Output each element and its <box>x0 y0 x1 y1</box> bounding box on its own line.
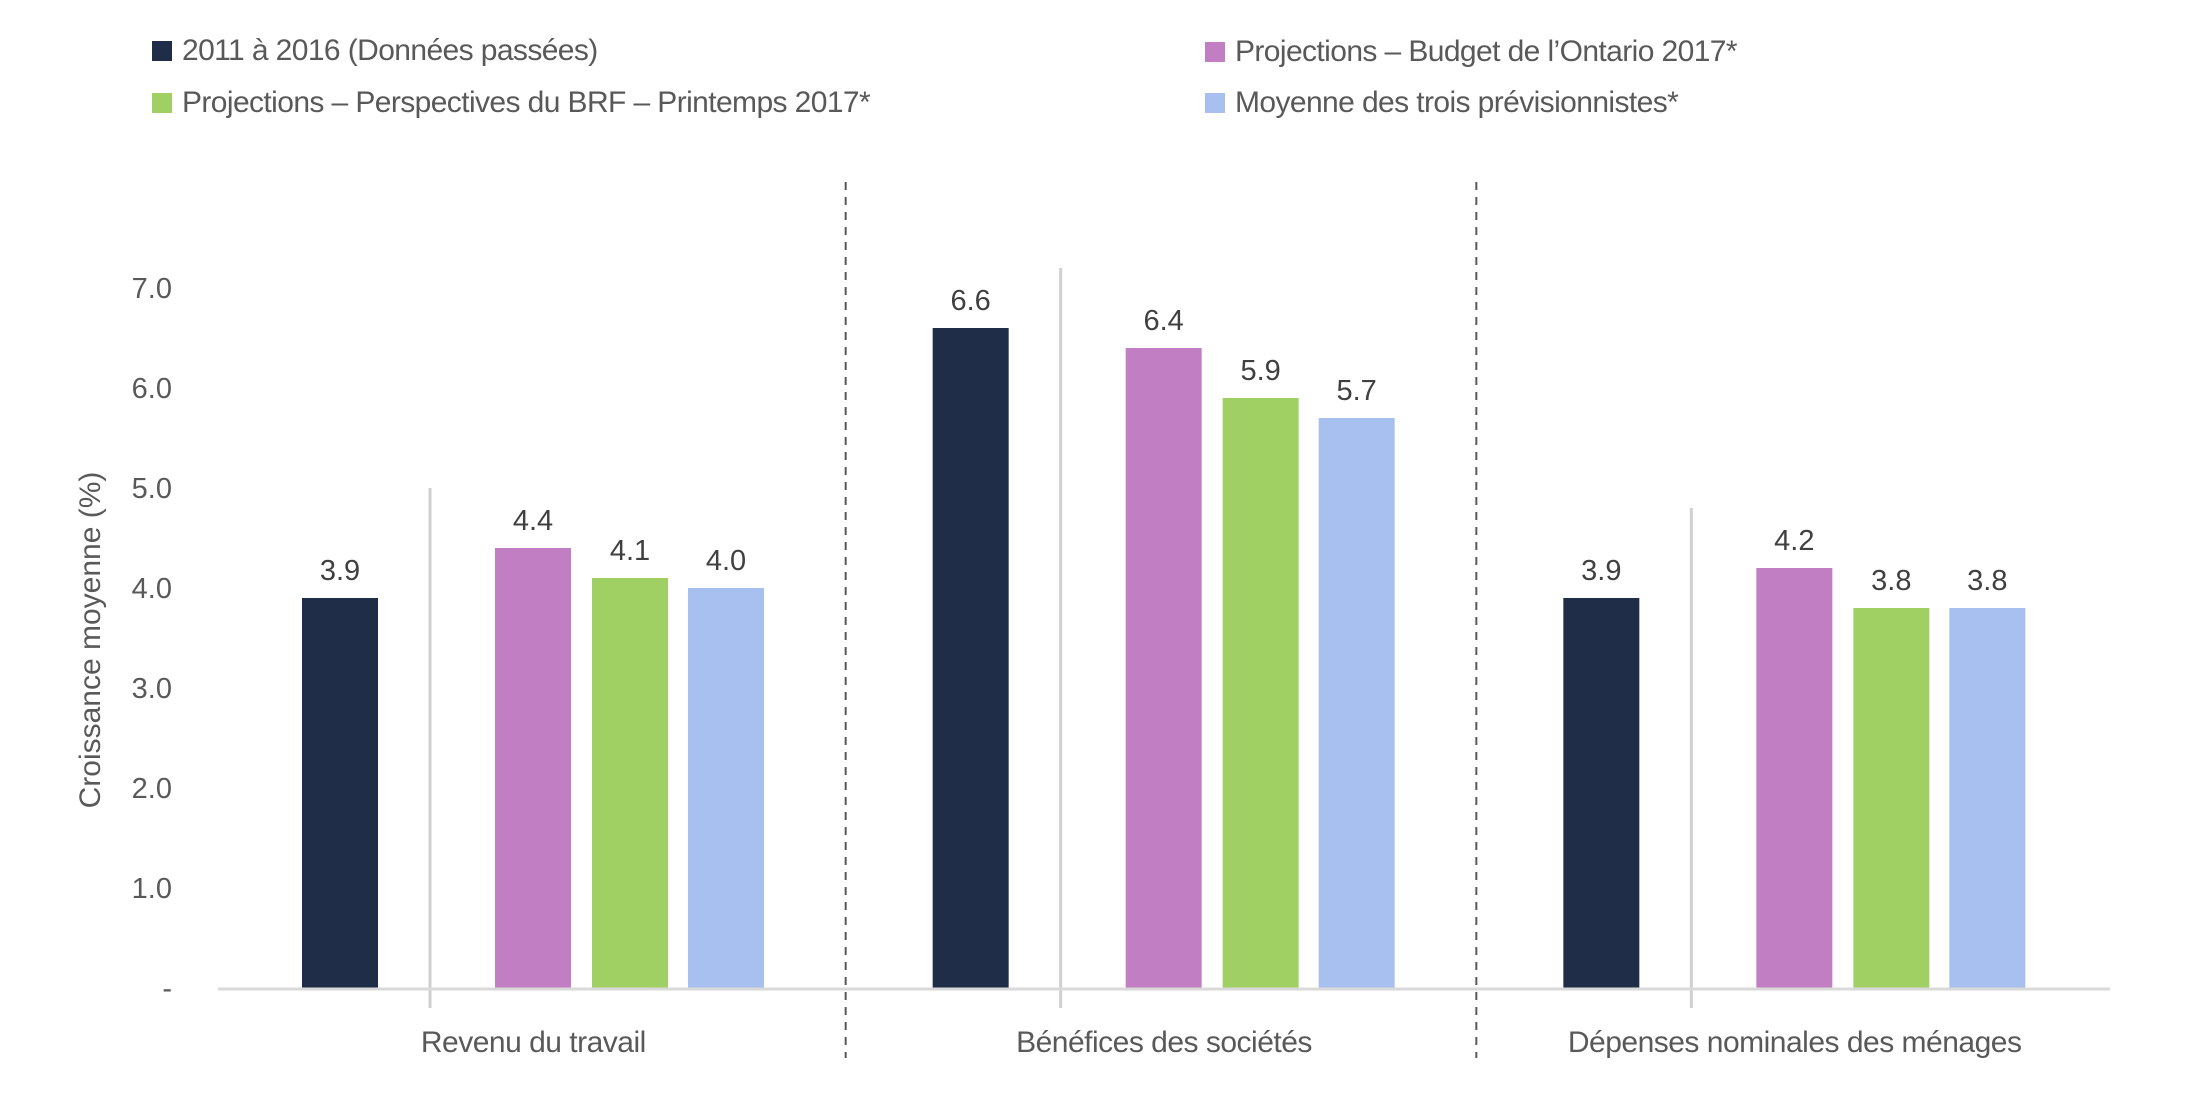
y-tick-label: 4.0 <box>132 573 172 605</box>
y-axis-ticks: - 1.0 2.0 3.0 4.0 5.0 6.0 7.0 <box>132 273 172 1005</box>
bars <box>302 328 2026 988</box>
legend-label-fao-outlook: Projections – Perspectives du BRF – Prin… <box>182 86 871 119</box>
y-axis-title: Croissance moyenne (%) <box>74 472 107 809</box>
bar <box>302 598 378 988</box>
y-tick-label: 5.0 <box>132 473 172 505</box>
y-tick-label: 3.0 <box>132 673 172 705</box>
data-label: 3.8 <box>1871 565 1911 597</box>
legend-swatch-fao-outlook <box>152 93 172 113</box>
legend-item-historical: 2011 à 2016 (Données passées) <box>152 34 598 67</box>
bar <box>1563 598 1640 988</box>
x-axis-label: Bénéfices des sociétés <box>1016 1026 1312 1059</box>
y-tick-label: - <box>162 973 172 1005</box>
legend-swatch-ontario-budget <box>1205 42 1225 62</box>
data-label: 6.4 <box>1144 305 1184 337</box>
bar <box>592 578 668 988</box>
group-separators <box>428 182 1693 1058</box>
x-axis-labels: Revenu du travail Bénéfices des sociétés D… <box>421 1026 2022 1059</box>
bar <box>1125 348 1202 988</box>
data-label: 5.7 <box>1337 375 1377 407</box>
data-label: 4.4 <box>513 505 553 537</box>
bar <box>1222 398 1299 988</box>
data-label: 3.9 <box>320 555 360 587</box>
legend-swatch-historical <box>152 41 172 61</box>
data-labels: 3.9 4.4 4.1 4.0 6.6 6.4 5.9 5.7 3.9 4.2 3.8 3.8 <box>320 285 2008 597</box>
legend-label-historical: 2011 à 2016 (Données passées) <box>182 34 598 67</box>
data-label: 4.2 <box>1774 525 1814 557</box>
bar <box>1853 608 1930 988</box>
x-axis-label: Revenu du travail <box>421 1026 646 1059</box>
legend-swatch-forecaster-average <box>1205 93 1225 113</box>
bar <box>495 548 571 988</box>
y-tick-label: 7.0 <box>132 273 172 305</box>
bar <box>1756 568 1833 988</box>
y-tick-label: 1.0 <box>132 873 172 905</box>
bar <box>1949 608 2026 988</box>
data-label: 3.9 <box>1581 555 1621 587</box>
legend-label-forecaster-average: Moyenne des trois prévisionnistes* <box>1235 86 1679 119</box>
bar <box>688 588 764 988</box>
y-tick-label: 2.0 <box>132 773 172 805</box>
data-label: 3.8 <box>1967 565 2007 597</box>
data-label: 4.1 <box>610 535 650 567</box>
data-label: 4.0 <box>706 545 746 577</box>
legend-label-ontario-budget: Projections – Budget de l’Ontario 2017* <box>1235 35 1738 68</box>
legend-item-forecaster-average: Moyenne des trois prévisionnistes* <box>1205 86 1679 119</box>
x-axis-label: Dépenses nominales des ménages <box>1568 1026 2022 1059</box>
legend-item-ontario-budget: Projections – Budget de l’Ontario 2017* <box>1205 35 1738 68</box>
y-tick-label: 6.0 <box>132 373 172 405</box>
bar <box>932 328 1009 988</box>
data-label: 5.9 <box>1241 355 1281 387</box>
data-label: 6.6 <box>951 285 991 317</box>
legend-item-fao-outlook: Projections – Perspectives du BRF – Prin… <box>152 86 871 119</box>
bar <box>1318 418 1395 988</box>
